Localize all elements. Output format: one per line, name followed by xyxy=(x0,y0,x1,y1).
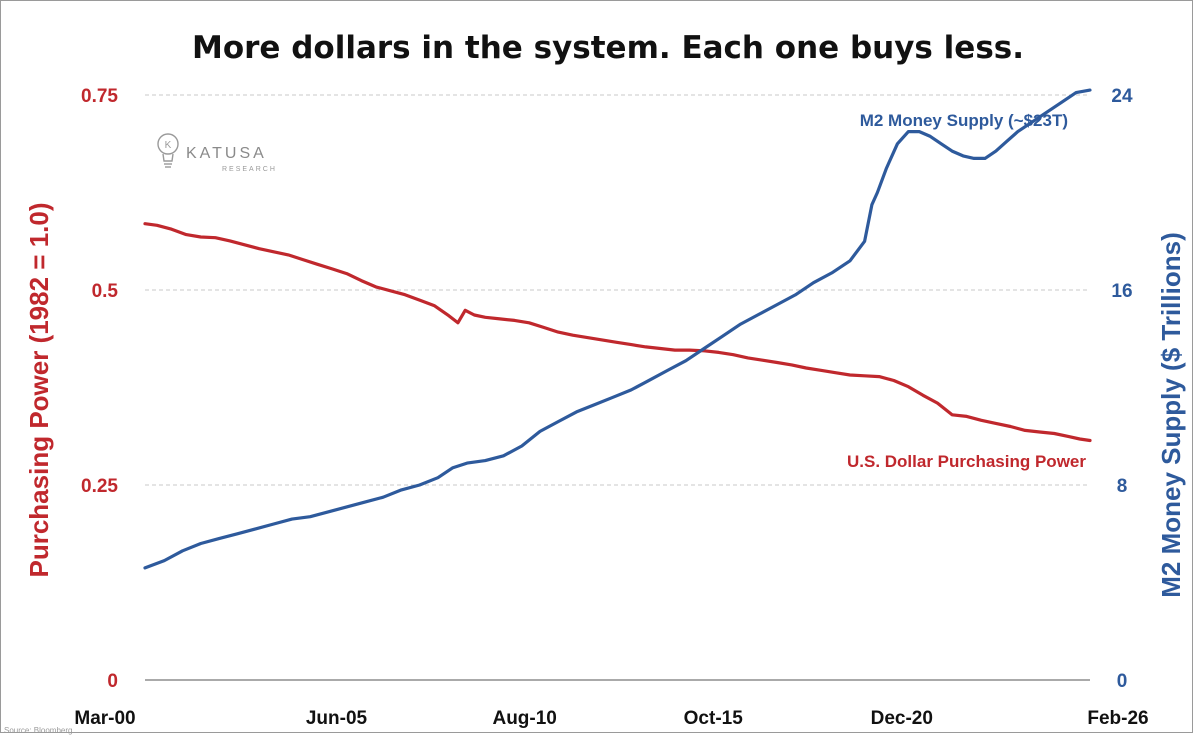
series-line-m2 xyxy=(143,88,1092,570)
x-axis-ticks: Mar-00 Jun-05 Aug-10 Oct-15 Dec-20 Feb-26 xyxy=(74,708,1148,729)
logo-name: KATUSA xyxy=(186,145,267,162)
left-tick-label: 0.75 xyxy=(81,86,118,107)
series-lines xyxy=(143,88,1092,570)
svg-text:K: K xyxy=(165,140,172,151)
left-axis-ticks: 0 0.25 0.5 0.75 xyxy=(81,86,118,692)
series-line-purchasing-power xyxy=(143,222,1092,443)
series-label-purchasing-power: U.S. Dollar Purchasing Power xyxy=(847,452,1086,471)
logo-sub: RESEARCH xyxy=(222,166,277,173)
chart-title: More dollars in the system. Each one buy… xyxy=(192,30,1024,66)
x-tick-label: Aug-10 xyxy=(492,708,556,729)
x-tick-label: Dec-20 xyxy=(871,708,933,729)
source-note: Source: Bloomberg xyxy=(4,726,72,735)
left-tick-label: 0.25 xyxy=(81,476,118,497)
right-tick-label: 24 xyxy=(1111,86,1133,107)
x-tick-label: Feb-26 xyxy=(1087,708,1148,729)
katusa-logo: K KATUSA RESEARCH xyxy=(157,133,277,173)
lightbulb-icon: K xyxy=(157,133,179,168)
right-tick-label: 0 xyxy=(1117,671,1128,692)
y-axis-label-right: M2 Money Supply ($ Trillions) xyxy=(1156,232,1186,598)
left-tick-label: 0 xyxy=(107,671,118,692)
grid-lines xyxy=(145,94,1090,486)
right-tick-label: 16 xyxy=(1111,281,1132,302)
series-label-m2: M2 Money Supply (~$23T) xyxy=(860,111,1068,130)
y-axis-label-left: Purchasing Power (1982 = 1.0) xyxy=(24,203,54,578)
x-tick-label: Oct-15 xyxy=(684,708,744,729)
left-tick-label: 0.5 xyxy=(92,281,119,302)
x-tick-label: Jun-05 xyxy=(306,708,368,729)
x-tick-label: Mar-00 xyxy=(74,708,135,729)
right-tick-label: 8 xyxy=(1117,476,1128,497)
right-axis-ticks: 0 8 16 24 xyxy=(1111,86,1133,692)
